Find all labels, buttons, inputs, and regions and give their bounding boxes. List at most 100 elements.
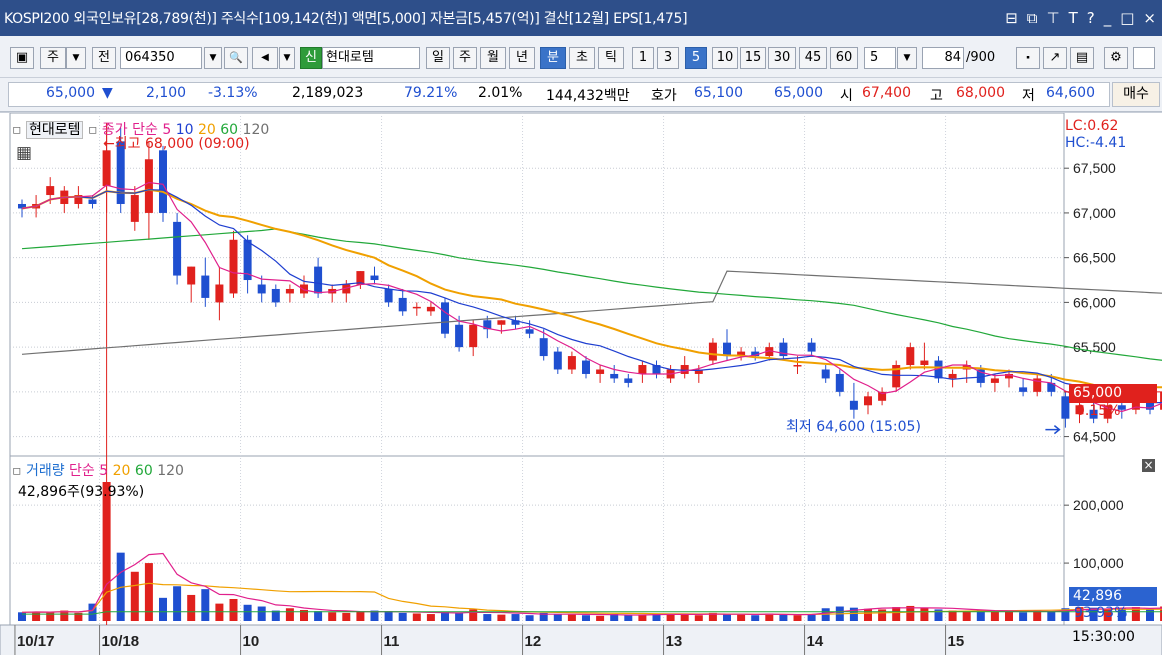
volume-bar [553,614,562,621]
volume-bar [666,614,675,621]
period-day[interactable]: 일 [426,47,450,69]
stock-list-dropdown-icon[interactable]: ▼ [279,47,295,69]
interval-1[interactable]: 1 [632,47,654,69]
minimize-icon[interactable]: _ [1103,9,1112,27]
period-tick[interactable]: 틱 [598,47,624,69]
candle-body [243,239,252,281]
period-second[interactable]: 초 [569,47,595,69]
x-tick-label: 14 [807,633,824,650]
font-icon[interactable]: T [1068,9,1078,27]
high-annotation: ←최고 68,000 (09:00) [103,136,250,152]
legend-checkbox[interactable]: ▫ [12,122,22,138]
price-tick-label: 65,500 [1073,339,1116,355]
option-checkbox[interactable] [1133,47,1155,69]
search-icon[interactable]: 🔍 [224,47,248,69]
prev-stock-icon[interactable]: ◀ [252,47,278,69]
interval-45[interactable]: 45 [799,47,827,69]
volume-bar [849,607,858,621]
candle-body [553,351,562,370]
high-price: 68,000 [956,85,1005,101]
close-icon[interactable]: × [1142,458,1155,472]
volume-bar [1019,612,1028,621]
x-tick-label: 13 [666,633,683,650]
all-button[interactable]: 전 [92,47,116,69]
down-arrow-icon: ▼ [102,85,113,101]
line-tool-icon[interactable]: ↗ [1043,47,1067,69]
ma20-line [21,188,1162,389]
window-title: KOSPI200 외국인보유[28,789(천)] 주식수[109,142(천)… [4,11,688,27]
candle-body [144,159,153,213]
legend-checkbox-2[interactable]: ▫ [87,122,98,138]
candle-body [187,266,196,285]
candle-body [469,324,478,348]
buy-button[interactable]: 매수 [1112,82,1160,107]
grid-icon[interactable]: ▣ [10,47,34,69]
interval-15[interactable]: 15 [740,47,766,69]
maximize-icon[interactable]: □ [1120,9,1135,27]
volume-bar [215,603,224,621]
volume-bar [243,604,252,621]
interval-10[interactable]: 10 [712,47,738,69]
volume-bar [652,613,661,621]
interval-input[interactable]: 5 [864,47,896,69]
volume-bar [737,614,746,621]
legend-ma60: 60 [220,122,239,138]
legend-ma20: 20 [197,122,216,138]
volume-bar [300,609,308,621]
volume-bar [1033,610,1042,621]
volume-bar [1047,611,1056,621]
volume-bar [793,615,802,621]
interval-5[interactable]: 5 [685,47,707,69]
candle-body [455,324,464,348]
period-year[interactable]: 년 [509,47,535,69]
interval-30[interactable]: 30 [768,47,796,69]
candle-body [708,342,717,361]
candle-body [539,338,548,357]
volume-bar [948,610,957,621]
volume-bar [426,614,435,621]
volume-bar [934,609,943,621]
candle-body [173,221,182,276]
chevron-down-icon[interactable]: ▼ [66,47,86,69]
volume-bar [32,611,41,621]
code-dropdown-icon[interactable]: ▼ [204,47,222,69]
layout-icon[interactable]: ⊟ [1005,9,1018,27]
chart-area[interactable]: 64,500 65,000 65,500 66,000 66,500 67,000 67,5… [0,112,1162,655]
interval-dropdown-icon[interactable]: ▼ [897,47,917,69]
volume-pane [9,455,1065,626]
candle-body [652,365,661,374]
candle-body [737,351,746,357]
chart-canvas[interactable]: 64,500 65,000 65,500 66,000 66,500 67,000 67,5… [0,113,1162,655]
low-price: 64,600 [1046,85,1095,101]
volume-bar [130,571,139,621]
interval-3[interactable]: 3 [657,47,679,69]
count-input[interactable]: 84 [922,47,964,69]
save-icon[interactable]: ▤ [1070,47,1094,69]
volume-legend-title: 거래량 [25,463,65,479]
pin-icon[interactable]: ⊤ [1046,9,1060,27]
x-tick-label: 10 [243,633,260,650]
candle-body [285,288,294,294]
candle-body [1089,409,1098,419]
stock-code-input[interactable]: 064350 [120,47,202,69]
settings-icon[interactable]: ⚙ [1104,47,1128,69]
close-icon[interactable]: × [1143,9,1156,27]
help-icon[interactable]: ? [1086,9,1095,27]
period-minute[interactable]: 분 [540,47,566,69]
bid-price: 65,000 [774,85,823,101]
period-month[interactable]: 월 [480,47,506,69]
candle-tool-icon[interactable]: ⬝ [1016,47,1040,69]
volume-bar [962,611,971,621]
market-type-select[interactable]: 주 [40,47,66,69]
popout-icon[interactable]: ⧉ [1026,9,1038,27]
x-tick-label: 10/17 [17,633,55,650]
candle-body [1131,396,1140,410]
interval-60[interactable]: 60 [830,47,858,69]
table-icon[interactable]: ▦ [16,143,33,163]
candle-body [976,369,985,383]
volume-legend-checkbox[interactable]: ▫ [12,463,22,479]
volume-bar [356,611,365,621]
candle-body [88,199,97,204]
period-week[interactable]: 주 [453,47,477,69]
candle-body [990,378,999,383]
